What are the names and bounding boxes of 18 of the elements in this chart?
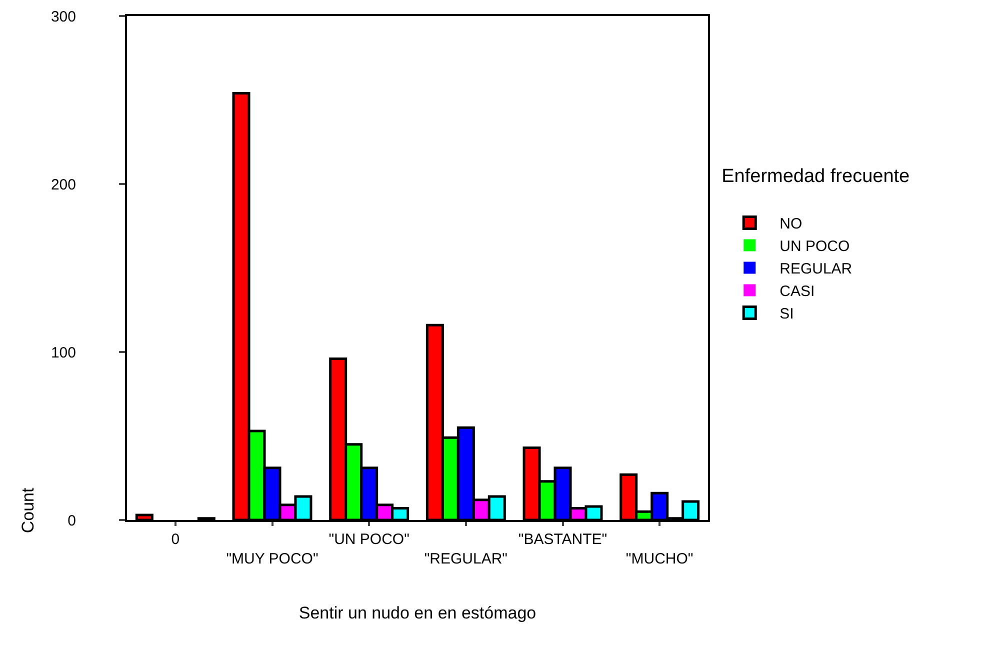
x-tick-label: "MUY POCO" xyxy=(226,550,318,568)
x-tick-label: "UN POCO" xyxy=(328,531,410,548)
y-axis-title: Count xyxy=(18,488,38,534)
legend-label: CASI xyxy=(780,283,815,300)
y-tick-label: 300 xyxy=(50,8,76,26)
legend-title: Enfermedad frecuente xyxy=(722,166,910,187)
x-tick-label: "REGULAR" xyxy=(424,550,508,568)
y-tick-label: 100 xyxy=(50,344,76,362)
x-axis-title: Sentir un nudo en en estómago xyxy=(298,603,536,622)
legend-label: REGULAR xyxy=(780,260,852,278)
x-tick-label: "MUCHO" xyxy=(626,550,694,568)
y-tick-label: 200 xyxy=(50,176,76,194)
legend-label: UN POCO xyxy=(780,238,850,256)
x-tick-label: "BASTANTE" xyxy=(518,531,608,548)
legend-label: SI xyxy=(780,306,794,323)
legend-label: NO xyxy=(780,216,802,233)
x-tick-label: 0 xyxy=(171,531,180,548)
y-tick-label: 0 xyxy=(68,512,76,530)
